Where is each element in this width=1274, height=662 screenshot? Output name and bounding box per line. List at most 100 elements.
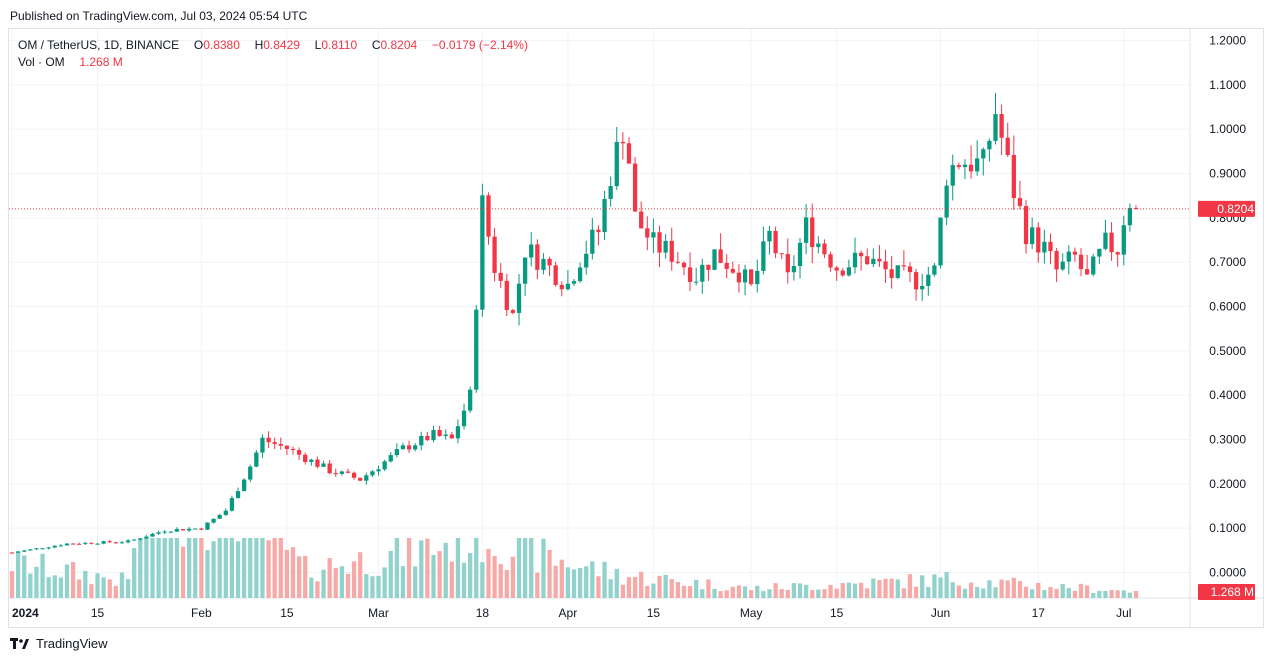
- candle[interactable]: [443, 429, 448, 440]
- candle[interactable]: [639, 201, 644, 229]
- candle[interactable]: [1103, 219, 1108, 251]
- candle[interactable]: [89, 542, 94, 545]
- candle[interactable]: [351, 471, 357, 480]
- candle[interactable]: [749, 269, 754, 287]
- candle[interactable]: [1133, 205, 1139, 210]
- candle[interactable]: [1005, 122, 1010, 158]
- candle[interactable]: [345, 468, 351, 474]
- candle[interactable]: [987, 138, 992, 162]
- candle[interactable]: [999, 104, 1004, 156]
- candle[interactable]: [883, 249, 888, 283]
- candle[interactable]: [846, 259, 852, 277]
- candle[interactable]: [981, 147, 986, 176]
- candle[interactable]: [816, 236, 821, 254]
- candle[interactable]: [474, 305, 479, 393]
- candle[interactable]: [663, 234, 668, 259]
- candle[interactable]: [950, 154, 955, 201]
- candle[interactable]: [975, 140, 980, 176]
- candle[interactable]: [577, 262, 583, 283]
- candle[interactable]: [229, 495, 235, 512]
- candle[interactable]: [614, 127, 619, 190]
- candle[interactable]: [449, 431, 454, 439]
- candle[interactable]: [125, 539, 131, 544]
- candle[interactable]: [547, 256, 552, 276]
- candle[interactable]: [290, 446, 296, 455]
- candle[interactable]: [28, 549, 33, 551]
- candle[interactable]: [901, 250, 907, 271]
- candle[interactable]: [559, 281, 564, 297]
- candle[interactable]: [608, 176, 613, 207]
- candle[interactable]: [956, 162, 961, 170]
- candle[interactable]: [516, 274, 522, 326]
- candle[interactable]: [425, 431, 430, 442]
- candle[interactable]: [150, 532, 155, 537]
- candle[interactable]: [15, 551, 21, 553]
- candle[interactable]: [779, 253, 784, 260]
- candle[interactable]: [993, 92, 998, 145]
- candle[interactable]: [376, 465, 381, 476]
- candle[interactable]: [626, 137, 632, 164]
- candle[interactable]: [486, 192, 491, 245]
- candle[interactable]: [797, 237, 803, 279]
- candle[interactable]: [1078, 248, 1084, 277]
- candle[interactable]: [865, 248, 870, 266]
- candle[interactable]: [52, 545, 57, 549]
- candle[interactable]: [1017, 180, 1023, 210]
- candle[interactable]: [187, 526, 192, 533]
- candle[interactable]: [718, 233, 723, 264]
- candle[interactable]: [706, 264, 711, 282]
- candle[interactable]: [712, 249, 717, 271]
- candle[interactable]: [852, 237, 858, 274]
- volume-label[interactable]: Vol · OM: [18, 55, 65, 69]
- candle[interactable]: [309, 458, 314, 466]
- candle[interactable]: [303, 452, 308, 465]
- candle[interactable]: [437, 425, 442, 437]
- candle[interactable]: [260, 434, 265, 458]
- candle[interactable]: [632, 157, 638, 213]
- candle[interactable]: [907, 262, 913, 283]
- candle[interactable]: [168, 531, 173, 534]
- candle[interactable]: [315, 456, 320, 469]
- candle[interactable]: [1036, 222, 1041, 263]
- candle[interactable]: [193, 528, 198, 530]
- candle[interactable]: [199, 527, 204, 531]
- candle[interactable]: [932, 262, 937, 277]
- candle[interactable]: [321, 460, 326, 467]
- candle[interactable]: [1109, 222, 1114, 261]
- candle[interactable]: [755, 259, 760, 293]
- candle[interactable]: [9, 551, 15, 554]
- candle[interactable]: [461, 403, 467, 430]
- candle[interactable]: [156, 530, 161, 535]
- candle[interactable]: [761, 226, 766, 275]
- candle[interactable]: [180, 529, 186, 531]
- candle[interactable]: [736, 264, 742, 293]
- candle[interactable]: [254, 450, 259, 468]
- candle[interactable]: [217, 513, 222, 519]
- candle[interactable]: [205, 522, 210, 531]
- candle[interactable]: [1066, 245, 1071, 275]
- candle[interactable]: [962, 159, 968, 180]
- candle[interactable]: [266, 431, 271, 448]
- candle[interactable]: [834, 265, 839, 281]
- candle[interactable]: [1127, 203, 1133, 232]
- candle[interactable]: [895, 265, 900, 280]
- candle[interactable]: [278, 437, 283, 450]
- candle[interactable]: [413, 443, 418, 452]
- candle[interactable]: [584, 240, 589, 275]
- candle[interactable]: [333, 468, 338, 477]
- candle[interactable]: [358, 477, 363, 481]
- candle[interactable]: [138, 537, 143, 541]
- candle[interactable]: [571, 279, 577, 286]
- candle[interactable]: [1054, 248, 1059, 283]
- candle[interactable]: [327, 459, 332, 475]
- candle[interactable]: [913, 268, 919, 301]
- candle[interactable]: [296, 447, 302, 460]
- candle[interactable]: [400, 442, 406, 450]
- candle[interactable]: [529, 232, 534, 267]
- candle[interactable]: [773, 226, 778, 259]
- candle[interactable]: [938, 217, 943, 269]
- candle[interactable]: [944, 179, 949, 226]
- candle[interactable]: [675, 251, 680, 265]
- candle[interactable]: [1072, 247, 1078, 262]
